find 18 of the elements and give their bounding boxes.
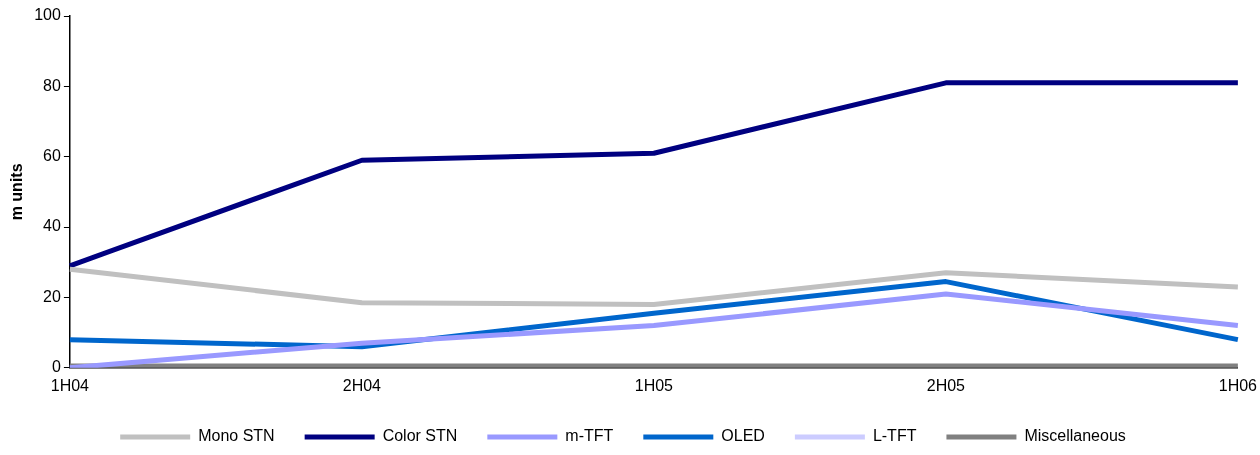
- x-tick-label: 2H04: [342, 376, 382, 394]
- y-tick-label: 60: [43, 147, 61, 165]
- legend-label: L-TFT: [872, 427, 917, 445]
- x-tick-label: 1H04: [50, 376, 90, 394]
- x-tick-label: 1H05: [634, 376, 674, 394]
- y-tick-label: 20: [43, 287, 61, 305]
- legend-label: Mono STN: [198, 427, 275, 445]
- y-tick-label: 40: [43, 217, 61, 235]
- y-tick-label: 80: [43, 76, 61, 94]
- legend-label: Color STN: [382, 427, 458, 445]
- y-tick-label: 100: [34, 6, 61, 24]
- legend-label: Miscellaneous: [1024, 427, 1126, 445]
- x-tick-label: 2H05: [926, 376, 966, 394]
- x-tick-label: 1H06: [1218, 376, 1258, 394]
- legend-label: m-TFT: [565, 427, 614, 445]
- legend-label: OLED: [721, 427, 765, 445]
- y-axis-title: m units: [8, 163, 26, 221]
- y-tick-label: 0: [51, 358, 61, 376]
